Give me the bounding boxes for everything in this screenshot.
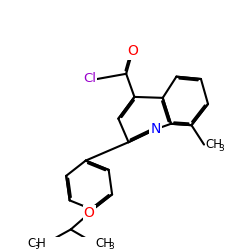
Text: O: O bbox=[84, 206, 94, 220]
Text: 3: 3 bbox=[218, 144, 224, 152]
Text: H: H bbox=[37, 237, 46, 250]
Text: C: C bbox=[27, 237, 35, 250]
Text: 3: 3 bbox=[109, 242, 114, 250]
Text: Cl: Cl bbox=[83, 72, 96, 86]
Text: CH: CH bbox=[205, 138, 222, 151]
Text: N: N bbox=[150, 122, 161, 136]
Text: 3: 3 bbox=[34, 242, 40, 250]
Text: CH: CH bbox=[96, 237, 113, 250]
Text: O: O bbox=[127, 44, 138, 59]
